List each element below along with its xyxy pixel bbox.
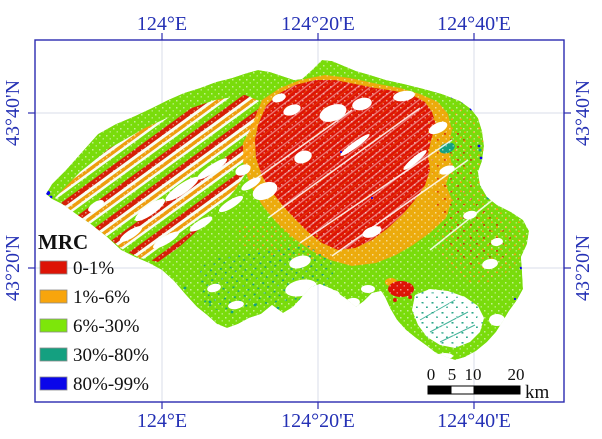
legend-label-0: 0-1% (73, 258, 114, 279)
legend-panel: MRC 0-1% 1%-6% 6%-30% 30%-80% 80%-99% (38, 230, 149, 395)
axis-label-top-0: 124°E (137, 13, 187, 35)
legend-item-2: 6%-30% (39, 316, 140, 337)
axis-label-left-0: 43°40'N (2, 80, 24, 146)
axis-label-right-1: 43°20'N (572, 235, 594, 301)
axis-label-left-1: 43°20'N (2, 235, 24, 301)
legend-swatch-1 (39, 289, 68, 304)
scalebar-num-0: 0 (427, 365, 436, 384)
legend-item-4: 80%-99% (39, 374, 149, 395)
legend-label-2: 6%-30% (73, 316, 140, 337)
legend-label-3: 30%-80% (73, 345, 149, 366)
scalebar-segment-white (450, 385, 475, 395)
legend-item-0: 0-1% (39, 258, 114, 279)
legend-swatch-0 (39, 260, 68, 275)
legend-label-1: 1%-6% (73, 287, 130, 308)
legend-title: MRC (38, 230, 88, 254)
scalebar: 0 5 10 20 km (427, 365, 550, 403)
scalebar-outline (427, 385, 521, 395)
map-frame (34, 39, 565, 403)
legend-item-1: 1%-6% (39, 287, 130, 308)
axis-ticks (28, 33, 571, 409)
axis-label-right-0: 43°40'N (572, 80, 594, 146)
axis-label-bottom-0: 124°E (137, 410, 187, 432)
scalebar-num-2: 10 (465, 365, 482, 384)
axis-label-bottom-1: 124°20'E (281, 410, 355, 432)
scalebar-segment-black-1 (428, 386, 451, 394)
axis-label-top-2: 124°40'E (437, 13, 511, 35)
axis-label-top-1: 124°20'E (281, 13, 355, 35)
legend-swatch-2 (39, 318, 68, 333)
axis-labels: 124°E 124°20'E 124°40'E 124°E 124°20'E 1… (2, 13, 594, 432)
legend-swatch-4 (39, 376, 68, 391)
legend-item-3: 30%-80% (39, 345, 149, 366)
scalebar-num-3: 20 (508, 365, 525, 384)
legend-label-4: 80%-99% (73, 374, 149, 395)
legend-swatch-3 (39, 347, 68, 362)
axis-label-bottom-2: 124°40'E (437, 410, 511, 432)
scalebar-segment-black-2 (474, 386, 520, 394)
scalebar-unit: km (525, 382, 550, 403)
scalebar-num-1: 5 (448, 365, 457, 384)
